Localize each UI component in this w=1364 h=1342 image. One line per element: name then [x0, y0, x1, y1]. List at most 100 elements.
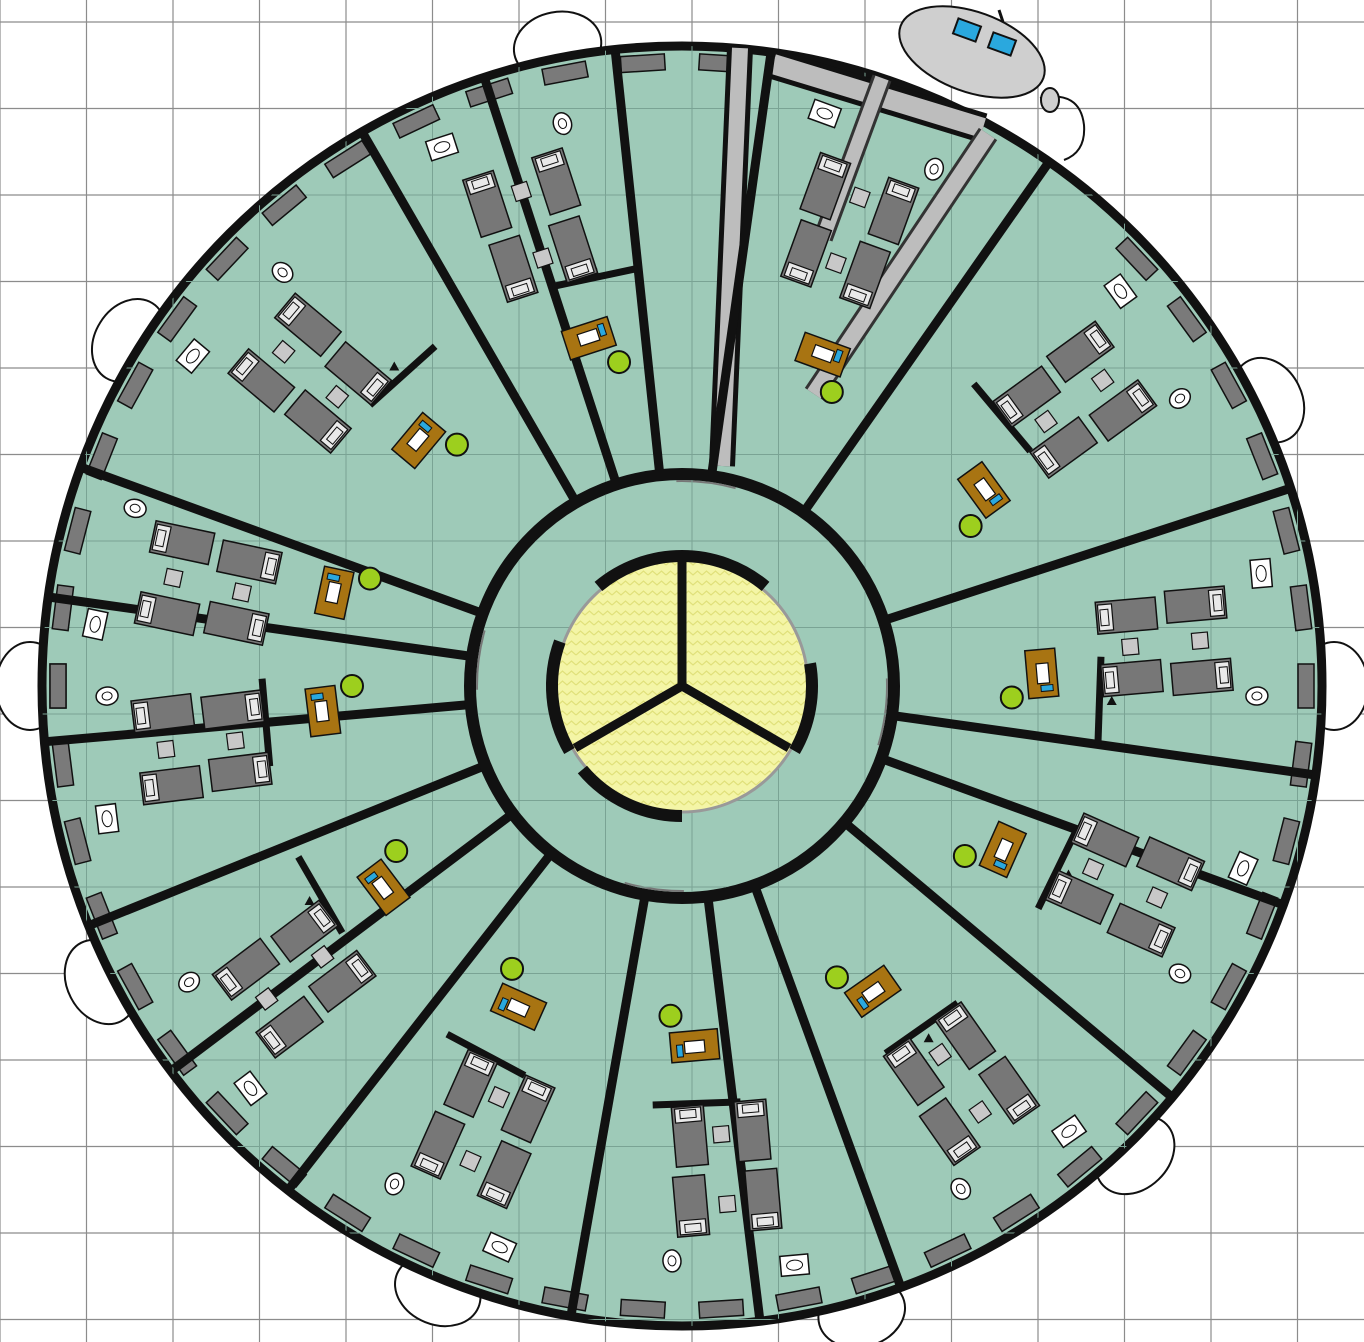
window-icon — [1210, 361, 1248, 410]
window-icon — [205, 1090, 250, 1136]
window-icon — [1272, 506, 1301, 556]
bed-icon — [1099, 658, 1165, 698]
window-icon — [1297, 663, 1315, 709]
window-icon — [1056, 1145, 1103, 1189]
nightstand — [1090, 368, 1115, 393]
ward-wall — [90, 761, 488, 929]
bed-icon — [202, 600, 270, 647]
core-wall — [594, 550, 683, 592]
nightstand — [1034, 409, 1059, 434]
bed-icon — [1028, 415, 1099, 480]
window-icon — [464, 1264, 514, 1295]
bed-icon — [933, 1000, 997, 1071]
partition-wall — [971, 381, 1033, 454]
toilet-icon — [662, 1249, 682, 1273]
bed-icon — [671, 1173, 711, 1239]
chair-icon — [958, 514, 983, 539]
window-icon — [541, 60, 590, 86]
ward-wall — [567, 893, 650, 1314]
door-icon — [1106, 696, 1117, 706]
shuttle — [898, 5, 1086, 161]
nightstand — [1081, 857, 1105, 881]
window-icon — [1289, 584, 1313, 632]
nightstand — [271, 339, 296, 364]
sink-icon — [94, 802, 120, 835]
bed-icon — [500, 1073, 556, 1144]
bed-icon — [307, 949, 378, 1014]
bed-icon — [226, 347, 296, 413]
chair-icon — [384, 839, 409, 863]
chair-icon — [607, 350, 632, 375]
nightstand — [824, 252, 847, 275]
bed-icon — [130, 692, 196, 734]
chair-icon — [999, 685, 1024, 710]
shuttle-window — [986, 31, 1018, 57]
nightstand — [310, 944, 335, 969]
sink-icon — [807, 98, 843, 129]
core-icon — [546, 550, 818, 822]
door-icon — [389, 361, 400, 371]
desk-icon — [956, 460, 1012, 520]
partition-wall — [367, 343, 438, 408]
window-icon — [49, 663, 67, 709]
sink-icon — [778, 1253, 811, 1278]
nightstand — [225, 731, 245, 751]
bed-icon — [200, 689, 266, 730]
window-icon — [392, 103, 441, 139]
nightstand — [1145, 886, 1169, 909]
ward-wall — [611, 53, 665, 476]
bed-icon — [1163, 585, 1228, 625]
sink-icon — [233, 1070, 268, 1107]
window-icon — [1166, 295, 1208, 343]
ward-wall — [799, 162, 1051, 515]
nightstand — [532, 247, 554, 269]
nightstand — [1190, 631, 1210, 650]
bed-icon — [882, 1036, 946, 1107]
chair-icon — [658, 1003, 683, 1028]
bed-icon — [918, 1096, 982, 1167]
bed-icon — [799, 151, 852, 221]
ward-wall — [750, 883, 904, 1286]
bed-icon — [273, 292, 343, 358]
core-wall — [789, 662, 818, 754]
window-icon — [63, 506, 92, 556]
ward-wall — [82, 464, 485, 618]
desk-icon — [304, 684, 342, 738]
bed-icon — [530, 147, 582, 216]
window-icon — [116, 361, 154, 410]
toilet-icon — [384, 1172, 405, 1196]
bed-icon — [461, 169, 513, 239]
desk-icon — [356, 858, 412, 917]
window-icon — [992, 1193, 1041, 1233]
bed-icon — [215, 539, 283, 585]
sink-icon — [1227, 850, 1259, 887]
sink-icon — [81, 607, 109, 641]
chair-icon — [819, 379, 844, 404]
ward-wall — [707, 55, 775, 477]
door-icon — [304, 896, 315, 905]
sink-icon — [1249, 557, 1274, 590]
toilet-icon — [950, 1177, 972, 1201]
bed-icon — [1094, 596, 1159, 635]
desk-icon — [560, 315, 618, 361]
partition-wall — [295, 855, 346, 935]
toilet-icon — [924, 157, 945, 181]
partition-wall — [652, 1098, 741, 1109]
desk-icon — [390, 411, 447, 470]
window-icon — [323, 1193, 372, 1233]
window-icon — [619, 53, 667, 74]
nightstand — [1120, 637, 1140, 657]
desk-icon — [313, 565, 355, 621]
window-icon — [156, 295, 198, 343]
bed-icon — [283, 388, 353, 455]
desk-icon — [978, 820, 1028, 879]
window-icon — [63, 816, 92, 866]
bed-icon — [977, 1055, 1041, 1125]
ward-wall — [882, 485, 1289, 625]
toilet-icon — [1245, 686, 1269, 706]
ward-wall — [171, 809, 516, 1073]
bed-icon — [133, 590, 201, 637]
toilet-icon — [123, 498, 147, 519]
chair-icon — [340, 674, 364, 698]
sink-icon — [1050, 1114, 1088, 1149]
